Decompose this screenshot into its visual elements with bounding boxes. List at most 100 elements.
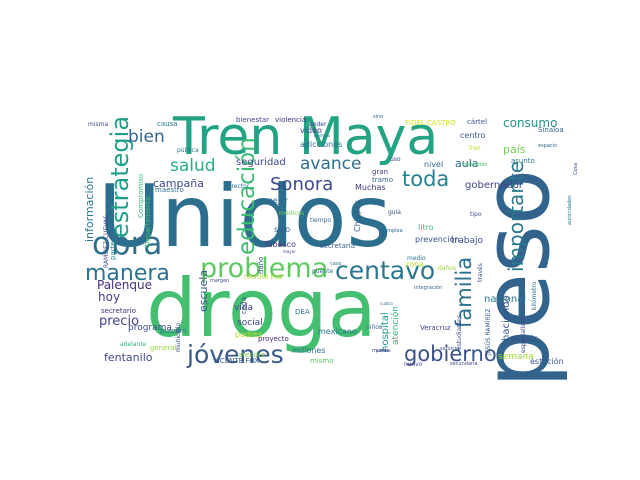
word-sinaloa: Sinaloa: [538, 126, 564, 134]
word-seguir: seguir: [512, 334, 537, 343]
word-tren-maya: Tren Maya: [172, 107, 438, 167]
word-director: director: [226, 183, 250, 190]
word-integracion: integración: [414, 284, 442, 291]
word-kilometro: kilómetro: [531, 281, 538, 310]
word-unidos: Unidos: [98, 167, 391, 267]
word-estudiantes: estudiantes: [456, 315, 463, 350]
word-medio: medio: [407, 255, 426, 262]
word-publica: pública: [177, 147, 199, 154]
word-asunto: asunto: [511, 157, 535, 165]
word-uso: uso: [390, 156, 401, 163]
word-causa: causa: [157, 120, 178, 128]
word-pueden: pueden: [160, 327, 186, 335]
word-centavo: centavo: [335, 256, 435, 285]
word-tren: Tren: [467, 145, 481, 152]
word-tabasco: Tabasco: [263, 240, 296, 249]
word-salud: salud: [170, 156, 216, 176]
word-mismo: mismo: [310, 357, 334, 365]
word-programa: programa: [128, 323, 172, 333]
word-secundaria: secundaria: [450, 361, 478, 367]
word-pais: país: [503, 143, 526, 156]
word-mejor: mejor: [265, 196, 289, 205]
word-entendido: entendido: [462, 162, 487, 168]
word-video: video: [300, 126, 322, 135]
word-educacion: educación: [234, 137, 260, 255]
word-chiapas: Chiapas: [353, 200, 362, 232]
word-ramirez-cuevas: RAMÍREZ CUEVAS: [103, 215, 110, 268]
word-trabajo: trabajo: [451, 236, 483, 246]
word-consumo: consumo: [503, 116, 557, 130]
word-fidel-castro: FIDEL CASTRO: [405, 119, 456, 127]
word-parte: parte: [109, 241, 117, 260]
word-vida: vida: [234, 303, 253, 313]
word-municipio: municipio: [175, 322, 182, 352]
word-dea: DEA: [295, 308, 310, 316]
word-tiempo: tiempo: [310, 217, 331, 224]
word-espacio: espacio: [538, 143, 557, 149]
word-violencia: violencia: [275, 116, 306, 124]
word-estacion: estación: [530, 356, 564, 366]
word-jovenes: jóvenes: [186, 340, 284, 369]
word-centro: centro: [460, 131, 486, 140]
word-cuatro: cuatro: [380, 301, 393, 306]
word-seguridad: seguridad: [236, 157, 286, 168]
word-semana: semana: [498, 352, 534, 362]
word-adicciones: adicciones: [300, 140, 342, 149]
word-gran: gran: [372, 168, 388, 176]
word-mayor: mayor: [283, 249, 296, 254]
word-secretaria: secretaria: [320, 242, 355, 250]
word-importante: importante: [504, 161, 528, 272]
word-campana: campaña: [153, 177, 204, 190]
word-tipo: tipo: [470, 211, 482, 218]
word-hoy: hoy: [98, 290, 120, 304]
word-nivel: nivel: [424, 160, 443, 169]
word-padres: padres: [235, 330, 262, 339]
word-caso: caso: [330, 261, 341, 267]
word-secretario: secretario: [101, 307, 136, 315]
word-solo: sólo: [274, 224, 290, 234]
word-gobernador: gobernador: [465, 180, 524, 191]
word-problema: problema: [200, 253, 328, 284]
word-departamento: Departamento: [144, 196, 152, 247]
word-hospital: hospital: [380, 312, 391, 352]
word-medicos: médicos: [279, 210, 304, 217]
word-jesus-ramirez: JESÚS RAMÍREZ: [485, 308, 492, 356]
word-estrategia: estrategia: [106, 116, 134, 238]
word-general: general: [150, 344, 177, 352]
word-adelante: adelante: [120, 341, 147, 348]
word-toda: toda: [402, 167, 449, 191]
word-poder: poder: [309, 121, 327, 128]
word-precio: precio: [99, 314, 139, 329]
word-cartel: cártel: [467, 118, 487, 126]
word-palenque: Palenque: [97, 278, 152, 292]
word-ninos: niños: [366, 324, 382, 331]
word-peso: peso: [463, 169, 570, 388]
word-servicio: servicio: [440, 346, 459, 352]
word-zona: zona: [405, 260, 424, 269]
word-fentanilo: fentanilo: [104, 351, 153, 364]
word-muchas: Muchas: [355, 183, 386, 192]
word-proyecto: proyecto: [258, 335, 289, 343]
word-nacional: nacional: [484, 294, 526, 305]
word-atencion: atención: [390, 306, 401, 345]
word-especialista: especialista: [520, 317, 527, 353]
word-atender: atender: [238, 351, 266, 359]
word-haciendo: haciendo: [501, 295, 512, 341]
word-mundo: mundo: [372, 348, 389, 354]
word-mexicano: mexicano: [318, 327, 357, 336]
word-gobierno: gobierno: [404, 342, 497, 366]
word-familia: familia: [452, 257, 476, 328]
word-escuela: escuela: [197, 270, 210, 312]
word-aula: aula: [455, 157, 479, 170]
word-margen: margen: [210, 278, 229, 284]
word-traves: través: [477, 263, 484, 282]
word-politica: política: [376, 348, 391, 353]
word-puente: puente: [312, 268, 333, 275]
word-guia: guía: [388, 209, 401, 216]
word-compromiso: Compromiso: [137, 174, 145, 218]
word-emplea: emplea: [384, 228, 403, 234]
word-social: social: [237, 318, 263, 328]
word-autoridades: autoridades: [567, 195, 573, 225]
word-misma: misma: [88, 121, 108, 128]
